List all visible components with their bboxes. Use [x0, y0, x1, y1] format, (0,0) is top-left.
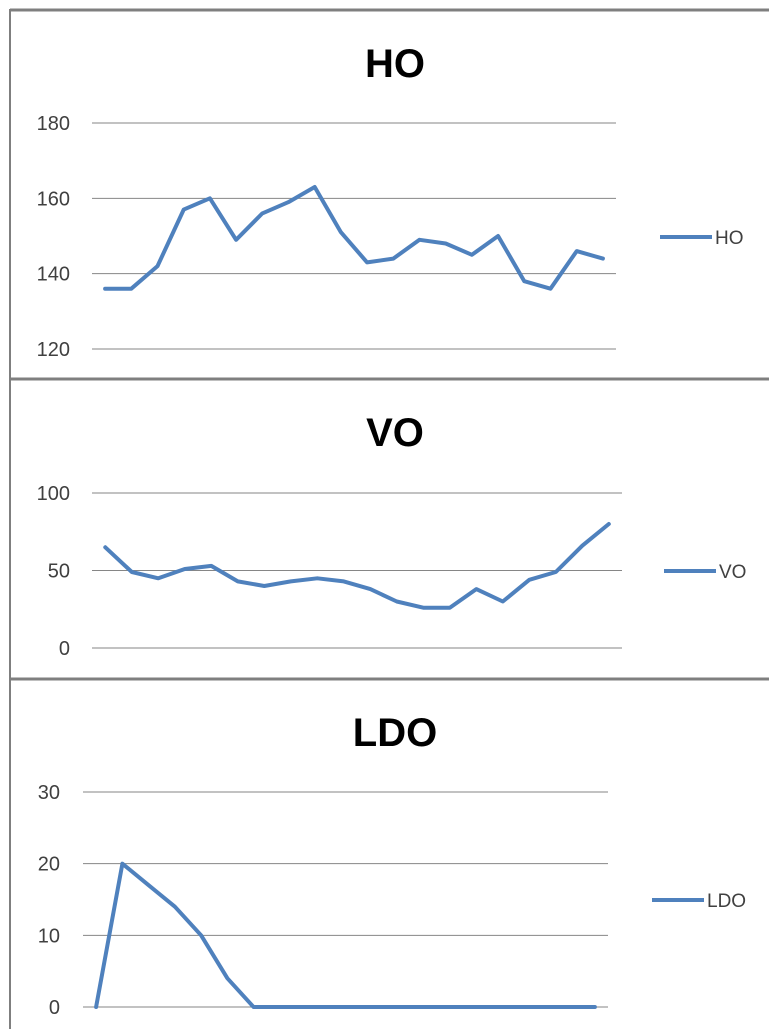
y-tick-label: 120 — [37, 339, 70, 361]
y-tick-label: 50 — [48, 561, 70, 583]
series-line-ho — [103, 185, 605, 291]
y-tick-label: 30 — [38, 782, 60, 804]
chart-1: VO 0 50 100 VO — [9, 377, 769, 679]
y-tick-label: 0 — [49, 997, 60, 1019]
y-tick-label: 180 — [37, 113, 70, 135]
chart-title: LDO — [353, 711, 437, 755]
legend-label: HO — [715, 228, 744, 249]
legend-label: VO — [719, 562, 746, 583]
y-tick-label: 100 — [37, 483, 70, 505]
y-tick-label: 0 — [59, 638, 70, 660]
chart-2: LDO 0 10 20 30 LDO — [9, 677, 769, 1029]
legend-label: LDO — [707, 891, 746, 912]
chart-0: HO 120 140 160 180 HO — [9, 8, 769, 379]
chart-title: VO — [366, 411, 424, 455]
series-line-vo — [103, 522, 611, 610]
y-tick-label: 20 — [38, 854, 60, 876]
series-line-ldo — [94, 861, 597, 1009]
y-tick-label: 140 — [37, 264, 70, 286]
y-tick-label: 10 — [38, 925, 60, 947]
chart-title: HO — [365, 42, 425, 86]
y-tick-label: 160 — [37, 188, 70, 210]
